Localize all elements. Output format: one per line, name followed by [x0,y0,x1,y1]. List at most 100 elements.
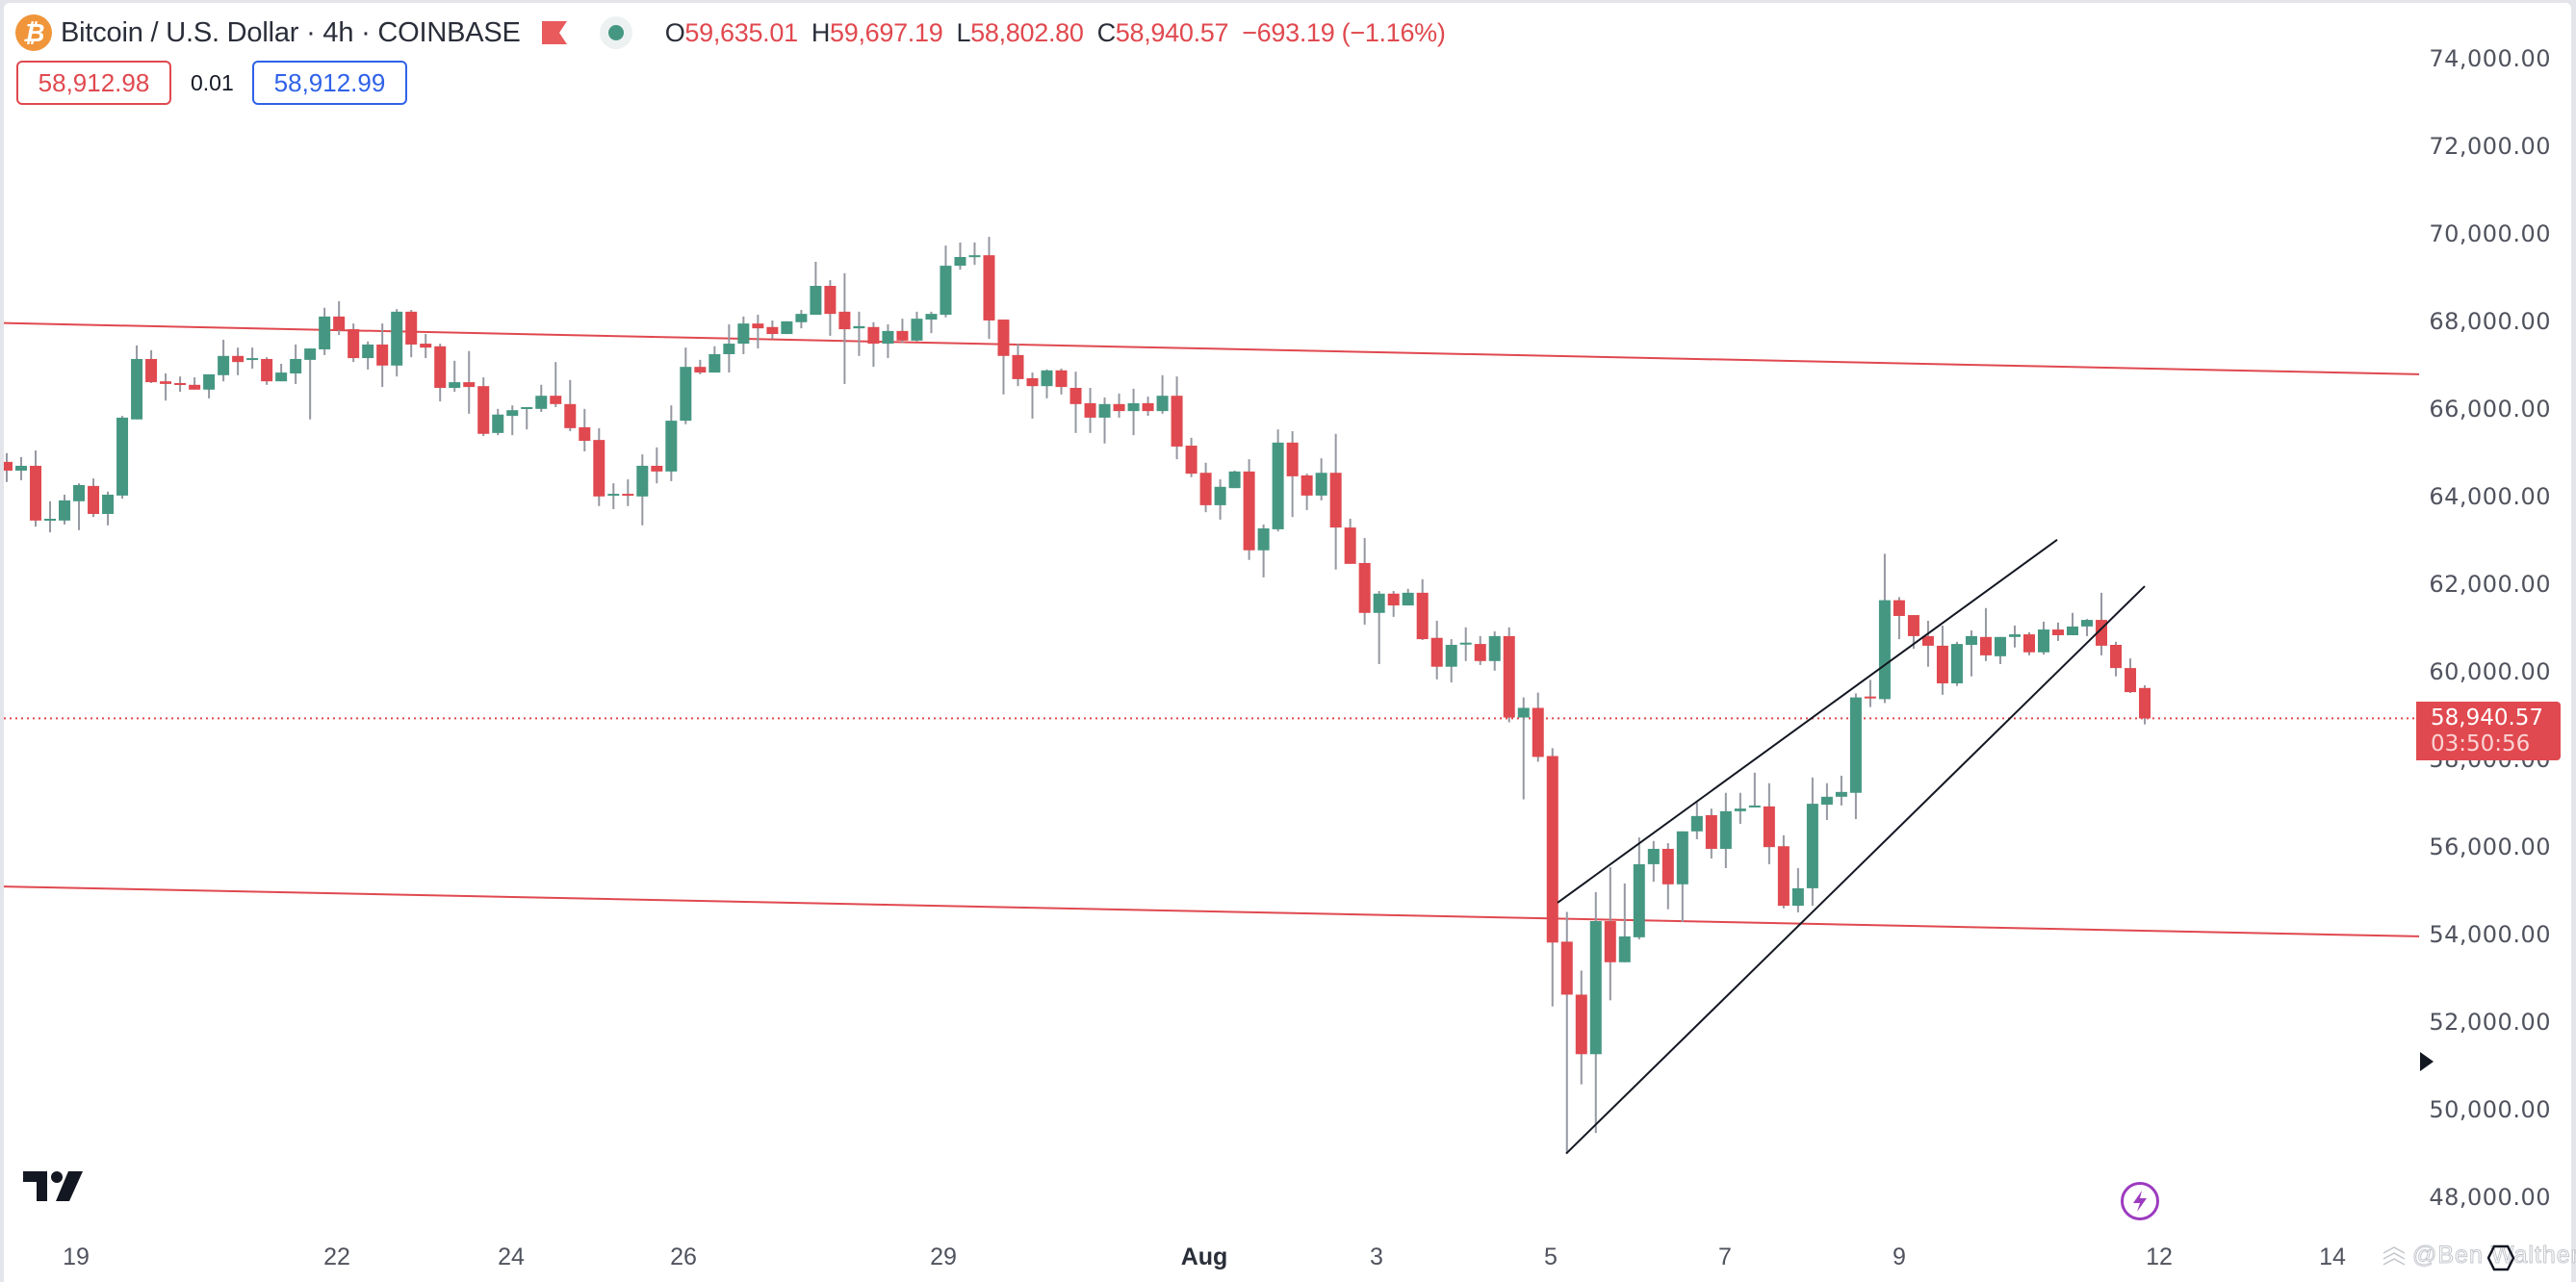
candle[interactable] [1791,867,1804,912]
candle[interactable] [1864,679,1876,707]
candle[interactable] [896,319,909,344]
candle[interactable] [1286,431,1299,518]
candle[interactable] [492,408,504,436]
symbol-title[interactable]: Bitcoin / U.S. Dollar · 4h · COINBASE [61,16,521,48]
candle[interactable] [405,310,418,358]
candle[interactable] [2051,622,2064,641]
candle[interactable] [463,350,476,414]
candle[interactable] [1719,792,1732,868]
candle[interactable] [88,478,100,518]
candle[interactable] [521,407,533,430]
candle[interactable] [1026,372,1039,419]
candle[interactable] [1142,397,1154,417]
candle[interactable] [1474,635,1486,665]
candle[interactable] [954,242,966,270]
candle[interactable] [246,347,259,369]
candle[interactable] [680,347,692,424]
candle[interactable] [174,376,187,393]
candle[interactable] [319,307,331,355]
candle[interactable] [2022,631,2035,655]
candle[interactable] [304,348,317,420]
candle[interactable] [1171,376,1183,460]
candle[interactable] [810,262,822,316]
candle[interactable] [1199,462,1212,513]
candle[interactable] [218,339,230,382]
candle[interactable] [1387,591,1400,617]
candle[interactable] [535,384,548,413]
candle[interactable] [189,377,201,390]
candle[interactable] [1878,553,1891,704]
candle[interactable] [391,309,403,377]
candle[interactable] [1662,843,1674,910]
candle[interactable] [1069,372,1082,433]
buy-button[interactable]: 58,912.99 [252,61,407,105]
candle[interactable] [348,323,360,363]
candle[interactable] [694,359,707,374]
candle[interactable] [564,379,577,432]
candle[interactable] [737,316,750,354]
candle[interactable] [1777,834,1790,909]
candle[interactable] [607,483,620,509]
candle[interactable] [449,360,461,393]
candle[interactable] [2139,684,2151,725]
candle[interactable] [1633,837,1645,940]
candle[interactable] [579,408,591,451]
candle[interactable] [1503,627,1515,723]
candle[interactable] [59,494,71,525]
candle[interactable] [1907,615,1919,650]
candle[interactable] [1604,867,1616,1001]
candle[interactable] [1084,388,1096,433]
candle[interactable] [145,349,158,383]
candle[interactable] [997,320,1010,395]
candle[interactable] [1560,911,1573,1154]
market-status-icon[interactable] [599,16,632,49]
candle[interactable] [1734,792,1746,825]
candle[interactable] [116,416,129,500]
candle[interactable] [73,483,86,530]
candle[interactable] [940,245,952,318]
candle[interactable] [824,280,837,336]
candle[interactable] [1127,388,1140,436]
candle[interactable] [1532,692,1544,762]
candle[interactable] [723,324,735,373]
candle[interactable] [1416,578,1429,640]
candle[interactable] [1763,782,1775,864]
candle[interactable] [1185,437,1198,477]
candle[interactable] [1329,433,1342,570]
candle[interactable] [1849,693,1862,820]
candle[interactable] [232,347,245,375]
candle[interactable] [1921,620,1934,667]
candle[interactable] [2110,641,2123,677]
candle[interactable] [593,427,605,506]
candle[interactable] [867,321,880,368]
candle[interactable] [1098,397,1111,444]
candle[interactable] [506,405,519,436]
candle[interactable] [708,346,721,373]
candle[interactable] [2037,621,2049,655]
candle[interactable] [1936,625,1948,695]
candle[interactable] [131,345,143,420]
candle[interactable] [1950,641,1963,686]
candle[interactable] [420,334,432,359]
candle[interactable] [333,300,346,335]
candle[interactable] [44,500,57,533]
candle[interactable] [1690,802,1703,839]
candle[interactable] [1676,831,1688,922]
scroll-right-arrow-icon[interactable] [2420,1052,2434,1071]
candle[interactable] [1893,597,1905,640]
candle[interactable] [1589,891,1602,1134]
candle[interactable] [550,362,562,408]
candle[interactable] [1748,772,1761,808]
candle[interactable] [1517,697,1530,800]
candle[interactable] [1243,459,1255,560]
candle[interactable] [752,315,764,349]
tradingview-logo-icon[interactable] [23,1171,87,1204]
candle[interactable] [838,272,851,384]
auto-scale-icon[interactable] [2487,1244,2514,1271]
candle[interactable] [102,491,115,526]
candle[interactable] [2081,619,2094,636]
candle[interactable] [1965,629,1977,677]
candle[interactable] [376,323,389,388]
candle[interactable] [434,344,447,402]
candle[interactable] [362,341,374,370]
